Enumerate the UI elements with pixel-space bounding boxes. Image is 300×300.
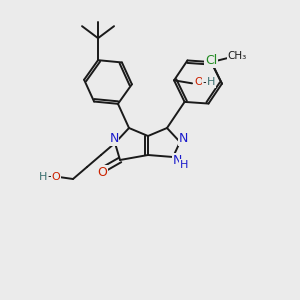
Text: O: O [195,77,203,87]
Text: O: O [97,166,107,178]
Text: N: N [109,133,119,146]
Text: CH₃: CH₃ [228,51,247,61]
Text: Cl: Cl [205,54,217,67]
Text: H: H [207,77,215,87]
Text: H: H [180,160,188,170]
Text: N: N [178,133,188,146]
Text: H: H [39,172,47,182]
Text: N: N [172,154,182,166]
Text: O: O [52,172,60,182]
Text: -: - [48,170,52,184]
Text: -: - [203,76,207,89]
